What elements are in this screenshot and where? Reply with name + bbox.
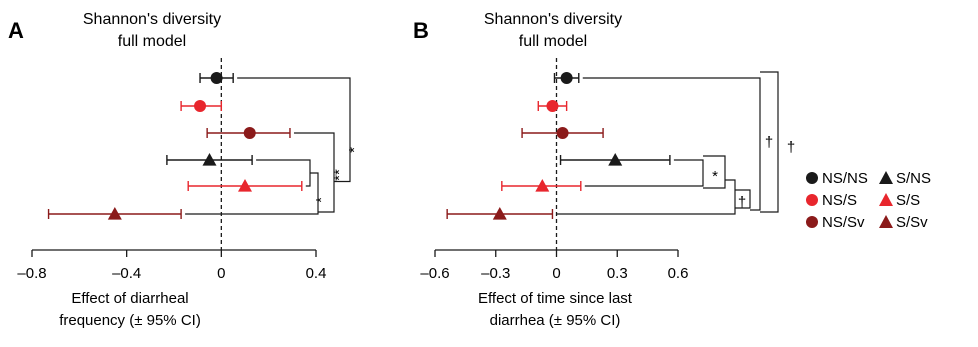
panel-a-point-ns-sv bbox=[243, 127, 256, 139]
panel-b-point-s-ns bbox=[608, 153, 623, 166]
panel-a-title-line2: full model bbox=[118, 33, 186, 50]
legend-ns-s-label: NS/S bbox=[822, 192, 857, 209]
panel-a-xlabel-line2: frequency (± 95% CI) bbox=[59, 312, 201, 329]
legend-ns-sv-label: NS/Sv bbox=[822, 214, 865, 231]
panel-b-bracket-dagger bbox=[735, 189, 751, 209]
panel-a-x-tick-label: 0.4 bbox=[306, 265, 327, 282]
panel-a-bracket-pair-ssv bbox=[185, 172, 319, 215]
legend-s-sv-marker bbox=[879, 215, 893, 228]
panel-b-x-tick-label: –0.6 bbox=[420, 265, 449, 282]
legend-ns-ns-label: NS/NS bbox=[822, 170, 868, 187]
panel-b-point-s-sv bbox=[492, 207, 507, 220]
panel-b-bracket-outer bbox=[760, 71, 779, 213]
panel-b-x-tick-label: 0.6 bbox=[668, 265, 689, 282]
legend-s-ns-marker bbox=[879, 171, 893, 184]
panel-a-point-s-s bbox=[238, 179, 252, 192]
panel-b-xlabel-line2: diarrhea (± 95% CI) bbox=[490, 312, 621, 329]
panel-a-sig-inner: * bbox=[313, 197, 330, 203]
panel-b-x-tick-label: 0 bbox=[552, 265, 560, 282]
panel-b-title-line2: full model bbox=[519, 33, 587, 50]
panel-a-point-s-ns bbox=[202, 153, 217, 166]
panel-a-sig-mid: ** bbox=[331, 169, 348, 181]
panel-b-point-ns-s bbox=[546, 100, 559, 112]
panel-a-point-ns-ns bbox=[210, 72, 223, 84]
panel-a-x-tick-label: –0.8 bbox=[17, 265, 46, 282]
panel-a-sig-outer: * bbox=[346, 147, 363, 153]
panel-b-bracket-sns-ss bbox=[584, 159, 704, 187]
panel-a-x-tick-label: 0 bbox=[217, 265, 225, 282]
panel-b-xlabel-line1: Effect of time since last bbox=[478, 290, 633, 307]
panel-b-point-s-s bbox=[535, 179, 550, 192]
panel-b-x-tick-label: –0.3 bbox=[481, 265, 510, 282]
panel-a-bracket-nsns bbox=[237, 77, 351, 183]
panel-b-letter: B bbox=[413, 18, 429, 43]
legend-ns-ns-marker bbox=[806, 172, 818, 184]
panel-b-bracket-star bbox=[703, 155, 726, 189]
panel-a-point-ns-s bbox=[194, 100, 207, 112]
panel-a-x-tick-label: –0.4 bbox=[112, 265, 141, 282]
legend-s-s-label: S/S bbox=[896, 192, 920, 209]
legend-s-ns-label: S/NS bbox=[896, 170, 931, 187]
panel-b-point-ns-sv bbox=[556, 127, 569, 139]
legend-s-sv-label: S/Sv bbox=[896, 214, 928, 231]
legend-ns-s-marker bbox=[806, 194, 818, 206]
panel-a-bracket-nssv bbox=[293, 132, 335, 213]
panel-a-letter: A bbox=[8, 18, 24, 43]
legend-ns-sv-marker bbox=[806, 216, 818, 228]
panel-b-sig-dagger-inner: † bbox=[738, 194, 746, 211]
panel-b-bracket-ss-ssv bbox=[556, 179, 736, 215]
chart-marks: –0.8 –0.4 0 0.4 –0.6 –0.3 0 0.3 0.6 bbox=[17, 58, 779, 282]
panel-b-x-tick-label: 0.3 bbox=[607, 265, 628, 282]
panel-b-sig-dagger-1: † bbox=[765, 134, 773, 151]
panel-a-title-line1: Shannon's diversity bbox=[83, 11, 221, 28]
panel-b-point-ns-ns bbox=[560, 72, 573, 84]
panel-a-point-s-sv bbox=[107, 207, 122, 220]
panel-a-xlabel-line1: Effect of diarrheal bbox=[71, 290, 188, 307]
legend-s-s-marker bbox=[879, 193, 893, 206]
panel-b-bracket-nsns bbox=[582, 77, 761, 211]
legend: NS/NS S/NS NS/S S/S NS/Sv S/Sv bbox=[806, 170, 931, 231]
panel-b-title-line1: Shannon's diversity bbox=[484, 11, 622, 28]
panel-b-sig-star: * bbox=[712, 168, 718, 185]
panel-b-sig-dagger-2: † bbox=[787, 139, 795, 156]
